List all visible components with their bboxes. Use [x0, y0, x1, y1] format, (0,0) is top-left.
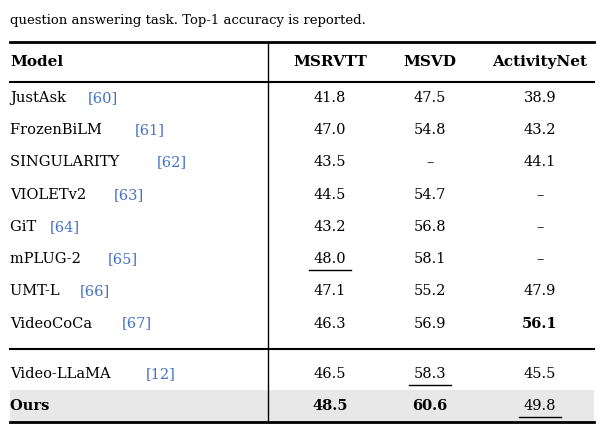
Text: 56.8: 56.8 [414, 220, 446, 234]
Text: 43.5: 43.5 [313, 156, 346, 169]
Text: [64]: [64] [50, 220, 80, 234]
Text: ActivityNet: ActivityNet [492, 55, 588, 69]
Text: 43.2: 43.2 [313, 220, 346, 234]
Text: 58.3: 58.3 [414, 367, 446, 381]
Text: 54.7: 54.7 [414, 187, 446, 202]
Text: 56.1: 56.1 [522, 317, 558, 330]
Text: –: – [536, 220, 544, 234]
Text: 48.0: 48.0 [313, 252, 346, 266]
Text: 49.8: 49.8 [524, 399, 556, 413]
Text: –: – [426, 156, 434, 169]
Text: Model: Model [10, 55, 63, 69]
Text: UMT-L: UMT-L [10, 284, 64, 299]
Text: [66]: [66] [80, 284, 111, 299]
Text: 43.2: 43.2 [524, 123, 556, 137]
Text: GiT: GiT [10, 220, 41, 234]
Text: MSRVTT: MSRVTT [293, 55, 367, 69]
Text: [61]: [61] [135, 123, 164, 137]
Text: 47.0: 47.0 [313, 123, 346, 137]
Text: 45.5: 45.5 [524, 367, 556, 381]
Text: VIOLETv2: VIOLETv2 [10, 187, 91, 202]
Text: 47.5: 47.5 [414, 91, 446, 105]
Text: 46.5: 46.5 [313, 367, 346, 381]
Text: 41.8: 41.8 [314, 91, 346, 105]
Text: [12]: [12] [146, 367, 176, 381]
Text: Video-LLaMA: Video-LLaMA [10, 367, 115, 381]
Text: –: – [536, 187, 544, 202]
Text: 38.9: 38.9 [524, 91, 556, 105]
Text: 44.1: 44.1 [524, 156, 556, 169]
Text: question answering task. Top-1 accuracy is reported.: question answering task. Top-1 accuracy … [10, 14, 366, 27]
Text: 60.6: 60.6 [413, 399, 448, 413]
Text: VideoCoCa: VideoCoCa [10, 317, 97, 330]
Text: MSVD: MSVD [403, 55, 457, 69]
Bar [10, 391, 594, 421]
Text: 58.1: 58.1 [414, 252, 446, 266]
Text: FrozenBiLM: FrozenBiLM [10, 123, 106, 137]
Text: [67]: [67] [122, 317, 152, 330]
Text: 48.5: 48.5 [312, 399, 348, 413]
Text: SINGULARITY: SINGULARITY [10, 156, 124, 169]
Text: 56.9: 56.9 [414, 317, 446, 330]
Text: [60]: [60] [88, 91, 118, 105]
Text: –: – [536, 252, 544, 266]
Text: mPLUG-2: mPLUG-2 [10, 252, 86, 266]
Text: 44.5: 44.5 [314, 187, 346, 202]
Text: 47.9: 47.9 [524, 284, 556, 299]
Text: JustAsk: JustAsk [10, 91, 71, 105]
Text: 55.2: 55.2 [414, 284, 446, 299]
Text: 46.3: 46.3 [313, 317, 346, 330]
Text: 47.1: 47.1 [314, 284, 346, 299]
Text: [63]: [63] [114, 187, 144, 202]
Text: 54.8: 54.8 [414, 123, 446, 137]
Text: [62]: [62] [157, 156, 187, 169]
Text: Ours: Ours [10, 399, 54, 413]
Text: [65]: [65] [108, 252, 138, 266]
